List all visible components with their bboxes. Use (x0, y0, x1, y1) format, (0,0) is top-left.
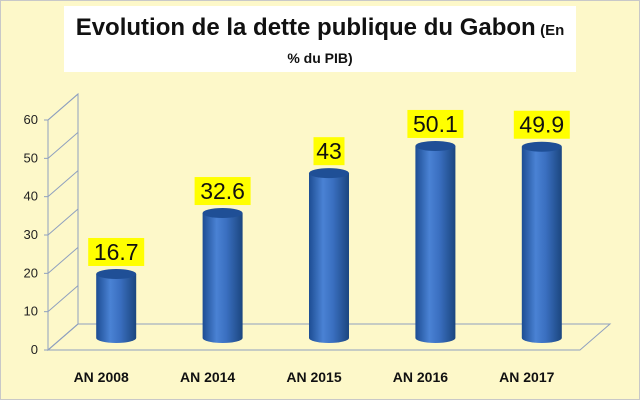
x-tick-label: AN 2008 (74, 369, 129, 385)
y-tick-label: 10 (24, 304, 38, 319)
bar-body (309, 173, 349, 343)
x-axis: AN 2008 AN 2014 AN 2015 AN 2016 AN 2017 (74, 369, 555, 385)
data-label: 50.1 (413, 111, 458, 137)
bar-body (202, 213, 243, 343)
data-label-bg (88, 237, 145, 266)
bar: 50.1 (407, 109, 464, 343)
bar: 49.9 (513, 110, 570, 343)
bar-body (521, 146, 562, 343)
grid-line (47, 323, 79, 351)
data-label: 16.7 (94, 239, 139, 265)
bar: 43 (309, 137, 349, 343)
bar-top (309, 168, 349, 179)
grid-line (47, 285, 79, 313)
chart-title-box: Evolution de la dette publique du Gabon … (64, 6, 576, 72)
bar-top (415, 140, 456, 151)
grid-line (47, 93, 79, 121)
grid-line (47, 246, 79, 274)
grid-line (47, 208, 79, 236)
bar-top (202, 208, 243, 219)
chart-subtitle-part1: (En (540, 22, 565, 39)
x-tick-label: AN 2015 (286, 369, 341, 385)
chart-title-line: Evolution de la dette publique du Gabon … (64, 14, 576, 42)
y-tick-label: 0 (31, 342, 38, 357)
chart-title: Evolution de la dette publique du Gabon (75, 14, 536, 41)
y-axis: 0 10 20 30 40 50 60 (24, 112, 49, 357)
bar-top (96, 268, 137, 279)
data-label: 49.9 (519, 112, 564, 138)
data-label-bg (407, 109, 464, 138)
bar: 32.6 (194, 177, 251, 343)
x-tick-label: AN 2017 (499, 369, 554, 385)
y-tick-label: 50 (24, 150, 38, 165)
grid-line (47, 170, 79, 198)
y-tick-label: 40 (24, 189, 38, 204)
data-label-bg (194, 177, 251, 206)
x-tick-label: AN 2016 (393, 369, 448, 385)
y-tick-label: 20 (24, 265, 38, 280)
bar-top (521, 141, 562, 152)
x-tick-label: AN 2014 (180, 369, 235, 385)
y-tick-label: 60 (24, 112, 38, 127)
bars: 16.7 32.6 43 50.1 49.9 (88, 109, 570, 343)
data-label-bg (313, 137, 345, 166)
bar-body (96, 273, 137, 343)
data-label: 43 (316, 138, 342, 164)
bar-body (415, 145, 456, 343)
chart-subtitle-part2: % du PIB) (287, 50, 353, 66)
y-tick-label: 30 (24, 227, 38, 242)
data-label: 32.6 (200, 178, 245, 204)
grid-line (47, 131, 79, 159)
data-label-bg (513, 110, 570, 139)
bar: 16.7 (88, 237, 145, 343)
